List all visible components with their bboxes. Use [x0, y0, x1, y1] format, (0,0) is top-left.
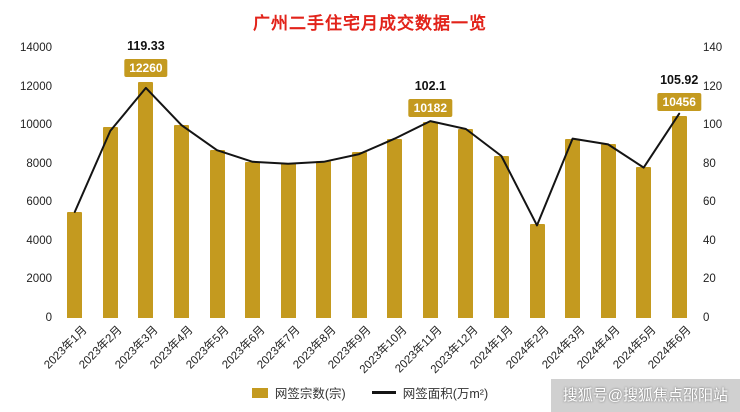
bar: [138, 81, 154, 318]
bar: [209, 150, 225, 318]
right-y-axis: 0 20 40 60 80 100 120 140: [703, 42, 737, 324]
left-y-tick: 8000: [26, 157, 52, 170]
line-swatch-icon: [371, 391, 396, 394]
bar: [316, 160, 332, 318]
legend-bars-label: 网签宗数(宗): [274, 387, 346, 401]
bar: [565, 138, 581, 318]
left-y-tick: 0: [45, 312, 52, 324]
bar-value-badge: 10182: [408, 98, 453, 117]
right-y-tick: 120: [703, 80, 723, 93]
bar-series-layer: [57, 48, 697, 318]
bar: [245, 161, 261, 318]
left-y-tick: 10000: [20, 119, 52, 132]
bar: [351, 152, 367, 318]
data-labels-layer: 119.33 12260 102.1 10182 105.92 10456: [57, 39, 701, 318]
left-y-tick: 12000: [20, 80, 52, 93]
line-value-label: 102.1: [414, 78, 446, 93]
right-y-tick: 20: [703, 273, 716, 286]
bar: [173, 125, 189, 318]
right-y-tick: 40: [703, 234, 716, 247]
line-value-label: 119.33: [127, 38, 165, 53]
chart-title: 广州二手住宅月成交数据一览: [253, 14, 487, 33]
bar-swatch-icon: [251, 387, 268, 398]
line-series-layer: [73, 86, 681, 227]
left-y-tick: 14000: [20, 42, 52, 54]
bar: [600, 144, 616, 318]
right-y-tick: 80: [703, 157, 716, 170]
legend-item-bars: 网签宗数(宗): [251, 383, 346, 402]
left-y-tick: 4000: [26, 234, 52, 247]
right-y-tick: 0: [703, 312, 710, 324]
left-y-tick: 6000: [26, 196, 52, 209]
bar: [529, 223, 545, 318]
line-value-label: 105.92: [660, 73, 699, 88]
left-y-axis: 0 2000 4000 6000 8000 10000 12000 14000: [8, 42, 52, 324]
x-axis-labels: 2023年1月 2023年2月 2023年3月 2023年4月 2023年5月 2023年…: [42, 322, 697, 384]
right-y-tick: 140: [703, 42, 723, 54]
bar-value-badge: 12260: [124, 58, 168, 77]
bar: [671, 116, 687, 318]
bar: [636, 166, 652, 318]
bar: [493, 156, 509, 318]
bar: [280, 162, 296, 318]
left-y-tick: 2000: [26, 273, 52, 286]
line-series: [73, 86, 681, 227]
bar: [458, 129, 474, 318]
legend-line-label: 网签面积(万m²): [402, 387, 489, 401]
bar-value-badge: 10456: [657, 93, 701, 112]
watermark: 搜狐号@搜狐焦点邵阳站: [550, 379, 740, 412]
legend: 网签宗数(宗) 网签面积(万m²): [0, 383, 740, 402]
bar: [422, 121, 438, 318]
bar: [102, 127, 118, 318]
legend-item-line: 网签面积(万m²): [371, 383, 489, 402]
bar: [67, 211, 83, 318]
plot-area: 119.33 12260 102.1 10182 105.92 10456: [57, 39, 701, 318]
right-y-tick: 100: [703, 119, 723, 132]
bar: [387, 138, 403, 318]
right-y-tick: 60: [703, 196, 716, 209]
